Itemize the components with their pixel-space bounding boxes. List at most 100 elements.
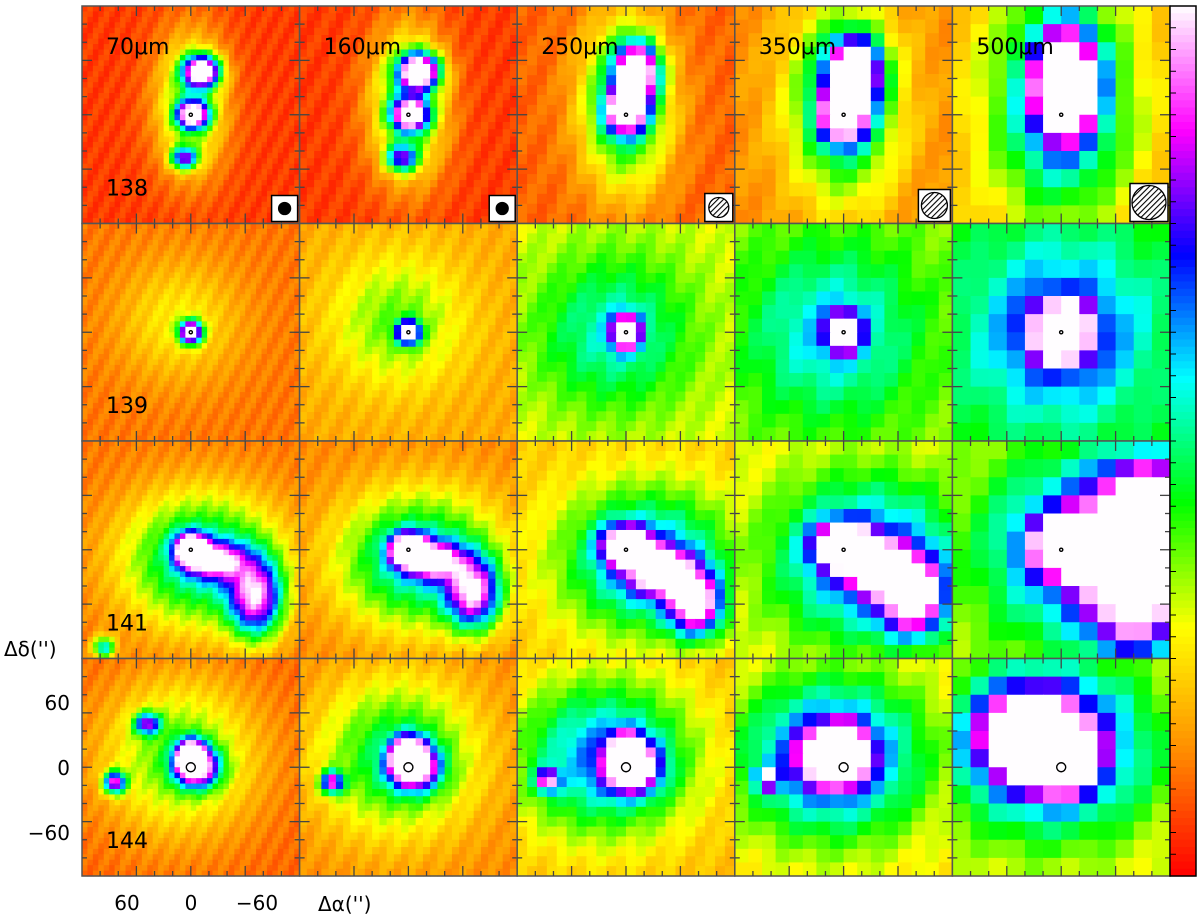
colorbar-segment xyxy=(1170,42,1196,51)
colorbar-segment xyxy=(1170,694,1196,703)
map-image xyxy=(299,441,518,660)
colorbar-segment xyxy=(1170,680,1196,689)
colorbar-segment xyxy=(1170,6,1196,14)
colorbar-segment xyxy=(1170,477,1196,486)
xlabel: Δα('') xyxy=(318,892,371,916)
colorbar-segment xyxy=(1170,13,1196,22)
tick-marks xyxy=(299,6,518,224)
source-position-marker xyxy=(623,547,629,553)
wavelength-label: 70μm xyxy=(106,35,169,60)
colorbar-segment xyxy=(1170,404,1196,413)
tick-marks xyxy=(952,658,1170,876)
map-panel-138-250um: 250μm xyxy=(516,5,736,225)
map-panel-138-70um: 70μm 138 xyxy=(81,5,301,225)
map-image xyxy=(299,6,518,225)
colorbar-segment xyxy=(1170,571,1196,580)
tick-marks xyxy=(82,441,300,659)
colorbar-segment xyxy=(1170,180,1196,188)
xtick-label-minus60: −60 xyxy=(236,891,278,915)
map-panel-141-500um xyxy=(951,440,1171,660)
source-position-marker xyxy=(841,329,846,335)
source-position-marker xyxy=(841,112,846,118)
map-panel-139-500um xyxy=(951,222,1171,442)
colorbar-segment xyxy=(1170,368,1196,377)
colorbar-segment xyxy=(1170,658,1196,667)
wavelength-label: 250μm xyxy=(541,35,618,60)
colorbar-segment xyxy=(1170,107,1196,116)
source-position-marker xyxy=(623,112,629,118)
colorbar-segment xyxy=(1170,491,1196,500)
colorbar-segment xyxy=(1170,564,1196,573)
source-position-marker xyxy=(188,547,194,553)
colorbar-segment xyxy=(1170,317,1196,326)
colorbar-segment xyxy=(1170,274,1196,283)
colorbar-segment xyxy=(1170,644,1196,652)
map-image xyxy=(517,223,736,442)
colorbar xyxy=(1169,5,1197,877)
source-id-label: 138 xyxy=(106,177,148,202)
colorbar-segment xyxy=(1170,267,1196,275)
colorbar-segment xyxy=(1170,673,1196,681)
colorbar-segment xyxy=(1170,738,1196,747)
colorbar-segment xyxy=(1170,723,1196,732)
colorbar-segment xyxy=(1170,861,1196,870)
map-image xyxy=(299,223,518,442)
colorbar-segment xyxy=(1170,629,1196,638)
colorbar-segment xyxy=(1170,665,1196,674)
tick-marks xyxy=(517,223,735,441)
ytick-label-60: 60 xyxy=(45,691,70,715)
colorbar-segment xyxy=(1170,194,1196,203)
source-position-marker xyxy=(838,762,849,773)
colorbar-segment xyxy=(1170,832,1196,841)
colorbar-segment xyxy=(1170,731,1196,739)
colorbar-segment xyxy=(1170,172,1196,181)
colorbar-segment xyxy=(1170,238,1196,246)
map-panel-141-70um: 141 xyxy=(81,440,301,660)
colorbar-segment xyxy=(1170,433,1196,442)
tick-marks xyxy=(517,658,735,876)
colorbar-segment xyxy=(1170,223,1196,232)
colorbar-segment xyxy=(1170,216,1196,225)
colorbar-segment xyxy=(1170,201,1196,210)
colorbar-segment xyxy=(1170,549,1196,558)
colorbar-segment xyxy=(1170,615,1196,623)
map-panel-144-350um xyxy=(734,657,954,877)
colorbar-segment xyxy=(1170,143,1196,152)
source-position-marker xyxy=(841,547,846,553)
colorbar-segment xyxy=(1170,85,1196,94)
source-id-label: 139 xyxy=(106,394,148,419)
map-image xyxy=(734,658,953,877)
colorbar-segment xyxy=(1170,622,1196,631)
map-panel-138-160um: 160μm xyxy=(298,5,518,225)
source-position-marker xyxy=(188,112,194,118)
map-panel-138-500um: 500μm xyxy=(951,5,1171,225)
source-position-marker xyxy=(403,762,414,773)
map-image xyxy=(952,441,1171,660)
source-position-marker xyxy=(185,762,197,773)
colorbar-segment xyxy=(1170,702,1196,710)
map-panel-139-250um xyxy=(516,222,736,442)
map-panel-138-350um: 350μm xyxy=(734,5,954,225)
colorbar-segment xyxy=(1170,593,1196,602)
map-image xyxy=(734,441,953,660)
map-image xyxy=(952,6,1171,225)
colorbar-segment xyxy=(1170,441,1196,449)
colorbar-segment xyxy=(1170,818,1196,826)
map-panel-144-500um xyxy=(951,657,1171,877)
map-image xyxy=(517,441,736,660)
map-panel-139-350um xyxy=(734,222,954,442)
colorbar-segment xyxy=(1170,781,1196,790)
tick-marks xyxy=(517,6,735,224)
colorbar-segment xyxy=(1170,332,1196,341)
colorbar-segment xyxy=(1170,520,1196,529)
colorbar-segment xyxy=(1170,296,1196,304)
map-panel-139-70um: 139 xyxy=(81,222,301,442)
colorbar-segment xyxy=(1170,64,1196,72)
hatched-circle-beam-icon xyxy=(917,188,952,223)
map-image xyxy=(517,658,736,877)
tick-marks xyxy=(734,223,953,441)
source-position-marker xyxy=(1058,547,1064,553)
colorbar-segment xyxy=(1170,288,1196,297)
map-image xyxy=(82,223,301,442)
